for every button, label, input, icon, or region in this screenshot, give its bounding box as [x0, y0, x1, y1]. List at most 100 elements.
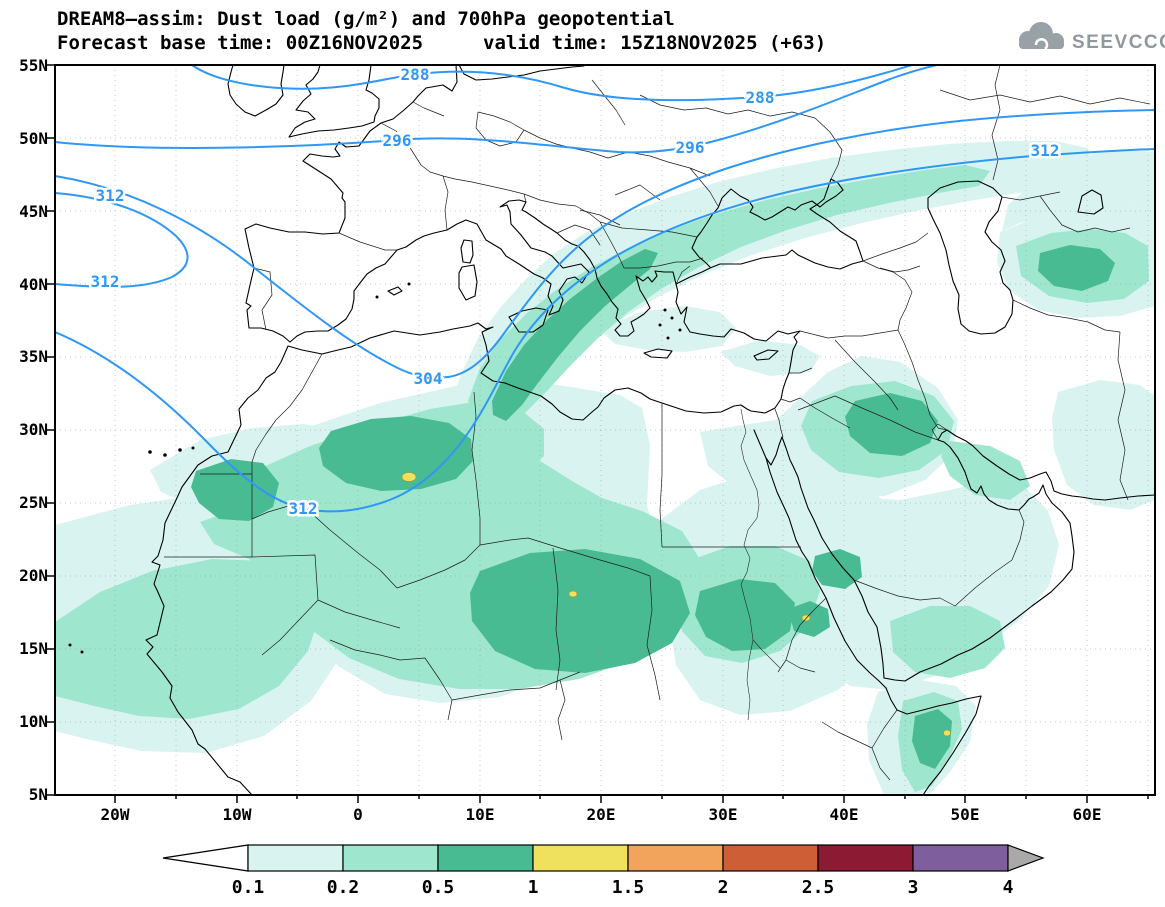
svg-text:5N: 5N: [29, 785, 48, 804]
colorbar-seg-2: [722, 844, 819, 872]
coastline-iberia-france-atlantic: [244, 65, 458, 343]
svg-text:10W: 10W: [223, 805, 252, 824]
aegean-island: [678, 328, 682, 332]
coastline-red-sea-east: [753, 429, 885, 679]
dust-fill-level-0.5: [191, 245, 1115, 769]
cape-verde-island: [80, 650, 84, 654]
aegean-island: [658, 323, 662, 327]
colorbar-tick: 0.2: [327, 877, 360, 898]
coastline-crete: [643, 348, 673, 359]
colorbar-seg-0.1: [247, 844, 344, 872]
coastline-ireland: [227, 65, 285, 117]
contour-label-296-west: 296: [383, 131, 412, 150]
lon-axis-labels: 20W 10W 0 10E 20E 30E 40E 50E 60E: [101, 805, 1102, 824]
colorbar-tick: 0.1: [232, 877, 265, 898]
svg-text:20N: 20N: [19, 566, 48, 585]
country-borders: [164, 65, 1151, 781]
contour-label-288-west: 288: [401, 65, 430, 84]
colorbar-tick: 2: [718, 877, 729, 898]
svg-text:15N: 15N: [19, 639, 48, 658]
seevccc-logo: SEEVCCC: [1019, 22, 1165, 53]
coastline-red-sea-west: [765, 457, 887, 689]
contour-312-atlantic-ridge: [55, 192, 189, 288]
svg-text:30N: 30N: [19, 420, 48, 439]
svg-text:45N: 45N: [19, 202, 48, 221]
page-title: DREAM8—assim: Dust load (g/m²) and 700hP…: [57, 8, 675, 30]
colorbar-tick: 1.5: [612, 877, 645, 898]
colorbar-tick: 3: [908, 877, 919, 898]
contour-304: [55, 109, 1155, 379]
valid-time: valid time: 15Z18NOV2025 (+63): [483, 32, 826, 54]
colorbar-tick: 4: [1003, 877, 1014, 898]
balearic-island: [375, 295, 379, 299]
coastline-corsica: [460, 239, 474, 264]
contour-labels: 288 288 296 296 312 312 312 304 312: [88, 65, 1062, 521]
axis-ticks: [47, 64, 1149, 803]
cloud-swirl-icon: [1034, 38, 1049, 50]
svg-text:0: 0: [353, 805, 363, 824]
canary-island: [178, 448, 182, 452]
graticule: [55, 65, 1155, 795]
contour-288: [191, 65, 913, 102]
contour-label-312-northeast: 312: [1031, 141, 1060, 160]
svg-text:25N: 25N: [19, 493, 48, 512]
cape-verde-island: [68, 643, 72, 647]
balearic-island: [407, 282, 411, 286]
svg-text:60E: 60E: [1073, 805, 1102, 824]
coastline-spain-france-mediterranean: [289, 219, 467, 343]
colorbar-tick: 2.5: [802, 877, 835, 898]
colorbar-seg-2.5: [817, 844, 914, 872]
nile-river: [740, 408, 781, 721]
svg-text:20E: 20E: [587, 805, 616, 824]
coastline-sardinia: [458, 264, 478, 301]
svg-text:20W: 20W: [101, 805, 130, 824]
aegean-island: [663, 308, 667, 312]
colorbar-seg-1: [532, 844, 629, 872]
svg-text:50E: 50E: [951, 805, 980, 824]
canary-island: [191, 446, 195, 450]
colorbar: 0.1 0.2 0.5 1 1.5 2 2.5 3 4: [162, 844, 1045, 898]
svg-text:10E: 10E: [466, 805, 495, 824]
aegean-island: [670, 316, 674, 320]
colorbar-tick: 1: [528, 877, 539, 898]
contour-label-312-ridge-bottom: 312: [91, 272, 120, 291]
svg-text:10N: 10N: [19, 712, 48, 731]
coastline-gulf-of-aden-somalia: [885, 687, 982, 795]
cloud-icon: [1019, 40, 1064, 49]
canary-island: [163, 453, 167, 457]
geopotential-contours: [55, 65, 1155, 513]
coastline-africa-mediterranean-levant-turkey: [287, 249, 864, 421]
contour-296: [55, 65, 941, 154]
colorbar-right-arrow: [1007, 844, 1045, 872]
coastline-persian-gulf-iran: [946, 429, 1155, 501]
svg-text:30E: 30E: [709, 805, 738, 824]
coastline-black-sea-north: [691, 178, 864, 268]
contour-312-main: [55, 148, 1155, 513]
coastline-balearics: [387, 286, 403, 296]
canary-island: [148, 450, 152, 454]
contour-label-312-main: 312: [289, 499, 318, 518]
svg-text:50N: 50N: [19, 129, 48, 148]
coastline-cyprus: [753, 349, 779, 361]
colorbar-seg-3: [912, 844, 1009, 872]
coastline-italy-adriatic-greece: [465, 199, 677, 337]
contour-label-288-east: 288: [746, 88, 775, 107]
colorbar-seg-1.5: [627, 844, 724, 872]
forecast-base-time: Forecast base time: 00Z16NOV2025: [57, 32, 423, 54]
coastline-arabia-south-gulf: [883, 429, 1075, 682]
colorbar-seg-0.5: [437, 844, 534, 872]
colorbar-seg-0.2: [342, 844, 439, 872]
lat-axis-labels: 55N 50N 45N 40N 35N 30N 25N 20N 15N 10N …: [19, 56, 48, 804]
contour-label-312-ridge-top: 312: [96, 186, 125, 205]
aegean-island: [666, 336, 670, 340]
coastline-sicily: [508, 307, 549, 333]
coastline-aral: [1077, 189, 1104, 215]
contour-label-304: 304: [414, 369, 443, 388]
svg-text:40N: 40N: [19, 275, 48, 294]
svg-text:35N: 35N: [19, 347, 48, 366]
svg-text:40E: 40E: [830, 805, 859, 824]
logo-text: SEEVCCC: [1072, 32, 1165, 53]
contour-label-296-east: 296: [676, 138, 705, 157]
svg-text:55N: 55N: [19, 56, 48, 75]
